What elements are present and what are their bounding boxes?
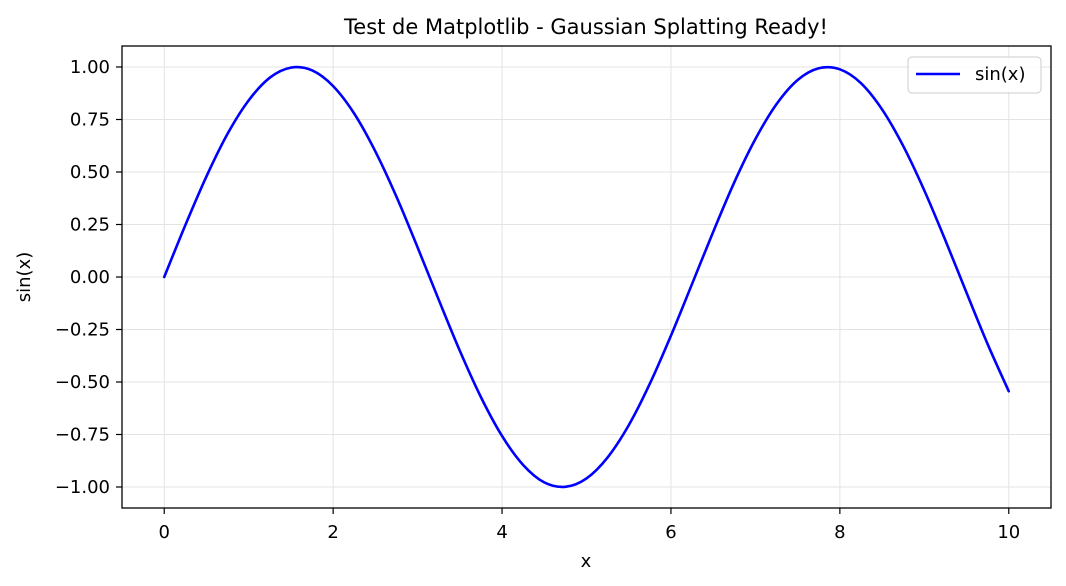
y-tick-label: 0.50	[70, 162, 110, 183]
y-tick-label: −0.75	[55, 425, 110, 446]
y-axis: −1.00 −0.75 −0.50 −0.25 0.00 0.25 0.50 0.75 1.00	[55, 57, 122, 498]
x-axis-label: x	[581, 551, 592, 572]
grid	[122, 46, 1051, 508]
x-tick-label: 8	[834, 522, 845, 543]
x-tick-label: 6	[665, 522, 676, 543]
series-line-sin	[162, 65, 1011, 489]
legend: sin(x)	[907, 56, 1042, 94]
x-tick-label: 10	[997, 522, 1020, 543]
y-tick-label: −0.25	[55, 320, 110, 341]
series-layer	[162, 65, 1011, 489]
x-tick-label: 0	[159, 522, 170, 543]
x-axis: 0 2 4 6 8 10	[159, 508, 1020, 543]
y-axis-label: sin(x)	[14, 252, 35, 302]
y-tick-label: −1.00	[55, 477, 110, 498]
y-tick-label: 1.00	[70, 57, 110, 78]
chart-title: Test de Matplotlib - Gaussian Splatting …	[343, 15, 828, 39]
x-tick-label: 4	[496, 522, 507, 543]
y-tick-label: 0.00	[70, 267, 110, 288]
legend-label: sin(x)	[975, 64, 1025, 85]
legend-box	[907, 56, 1042, 94]
y-tick-label: 0.75	[70, 110, 110, 131]
y-tick-label: −0.50	[55, 372, 110, 393]
x-tick-label: 2	[327, 522, 338, 543]
y-tick-label: 0.25	[70, 215, 110, 236]
